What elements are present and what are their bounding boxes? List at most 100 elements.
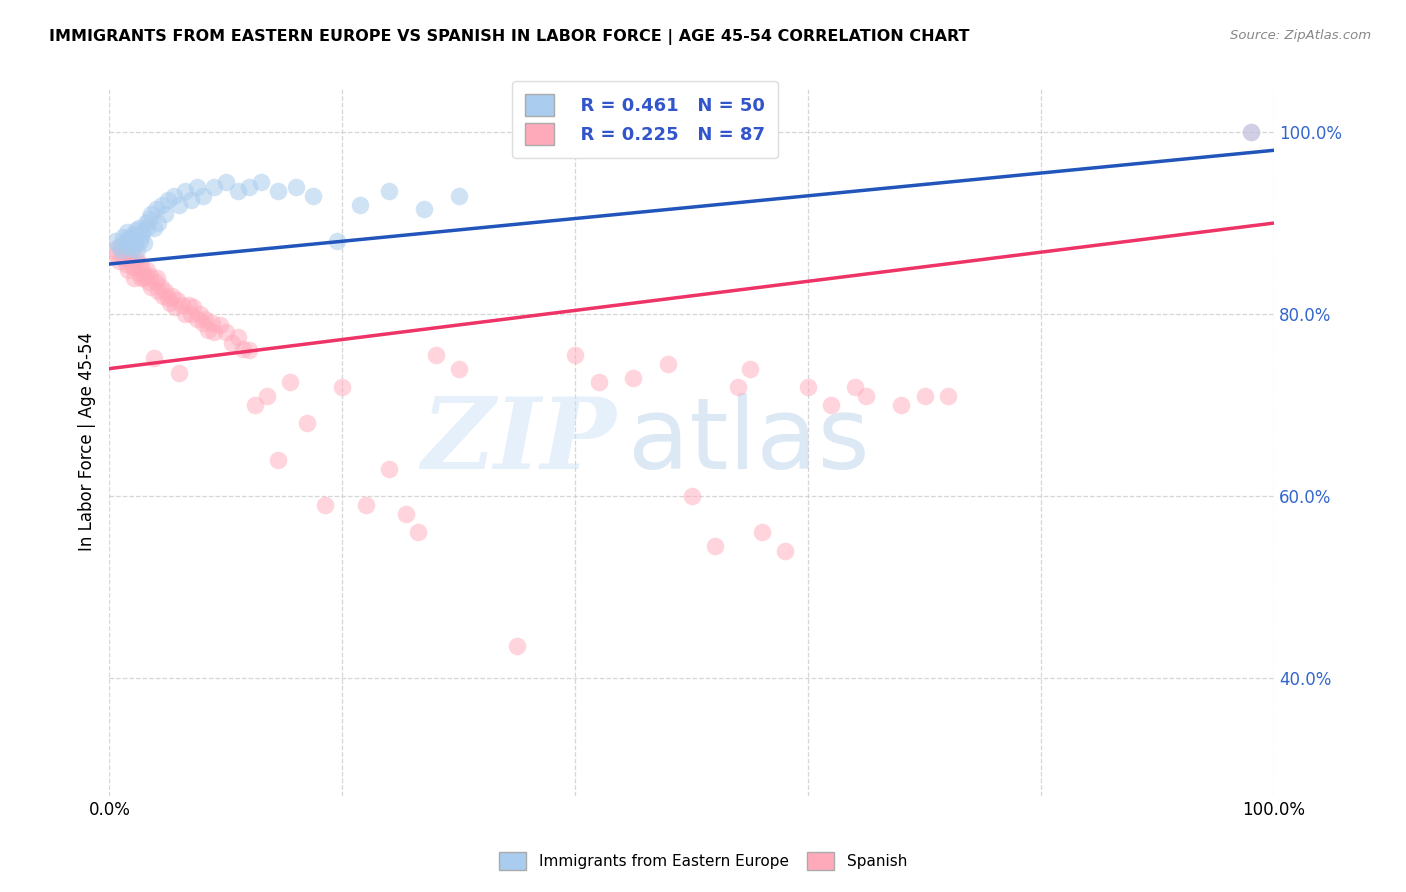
Point xyxy=(169,366,191,380)
Point xyxy=(844,380,866,394)
Point xyxy=(250,175,273,189)
Point xyxy=(166,293,188,308)
Point xyxy=(191,188,214,202)
Point xyxy=(110,244,132,258)
Point xyxy=(117,239,139,253)
Point xyxy=(354,498,377,512)
Point xyxy=(129,270,152,285)
Point xyxy=(238,179,260,194)
Point xyxy=(855,389,877,403)
Point xyxy=(221,336,243,351)
Point xyxy=(180,194,202,208)
Point xyxy=(115,225,138,239)
Point xyxy=(152,289,174,303)
Point xyxy=(738,361,761,376)
Point xyxy=(914,389,936,403)
Point xyxy=(127,244,149,258)
Point xyxy=(232,342,254,356)
Point xyxy=(122,227,145,241)
Point xyxy=(110,239,132,253)
Point xyxy=(284,179,307,194)
Point xyxy=(156,291,179,305)
Point xyxy=(155,207,177,221)
Point xyxy=(155,285,177,299)
Point xyxy=(349,198,371,212)
Point xyxy=(163,300,186,314)
Point xyxy=(267,184,290,198)
Point xyxy=(135,268,157,283)
Point xyxy=(149,279,172,293)
Text: Source: ZipAtlas.com: Source: ZipAtlas.com xyxy=(1230,29,1371,42)
Point xyxy=(148,216,170,230)
Point xyxy=(156,194,179,208)
Point xyxy=(104,234,127,248)
Point xyxy=(138,275,160,289)
Point xyxy=(134,236,156,251)
Point xyxy=(378,461,401,475)
Point xyxy=(131,225,153,239)
Point xyxy=(378,184,401,198)
Point xyxy=(150,198,173,212)
Point xyxy=(112,251,135,265)
Point xyxy=(107,254,129,268)
Point xyxy=(243,398,266,412)
Point xyxy=(215,175,238,189)
Point xyxy=(134,270,156,285)
Point xyxy=(162,289,184,303)
Point xyxy=(202,179,225,194)
Point xyxy=(797,380,820,394)
Point xyxy=(447,188,470,202)
Point xyxy=(124,254,146,268)
Point xyxy=(112,229,135,244)
Point xyxy=(139,268,162,283)
Point xyxy=(325,234,347,248)
Text: atlas: atlas xyxy=(627,392,869,490)
Point xyxy=(936,389,959,403)
Point xyxy=(215,325,238,339)
Point xyxy=(302,188,325,202)
Point xyxy=(121,260,143,274)
Y-axis label: In Labor Force | Age 45-54: In Labor Force | Age 45-54 xyxy=(79,332,96,551)
Point xyxy=(267,452,290,467)
Point xyxy=(727,380,749,394)
Point xyxy=(657,357,679,371)
Point xyxy=(124,238,146,252)
Point xyxy=(128,266,150,280)
Point xyxy=(135,263,157,277)
Point xyxy=(506,639,529,653)
Point xyxy=(115,244,138,258)
Point xyxy=(129,229,152,244)
Point xyxy=(159,296,181,310)
Point xyxy=(125,223,148,237)
Point xyxy=(314,498,336,512)
Point xyxy=(135,216,157,230)
Point xyxy=(128,234,150,248)
Point xyxy=(188,307,211,321)
Point xyxy=(121,232,143,246)
Point xyxy=(120,252,142,267)
Point xyxy=(1240,125,1263,139)
Point xyxy=(201,316,224,330)
Point xyxy=(122,270,145,285)
Point xyxy=(177,298,200,312)
Point xyxy=(146,270,169,285)
Point xyxy=(141,207,163,221)
Point xyxy=(174,184,197,198)
Point xyxy=(141,279,163,293)
Point xyxy=(142,220,165,235)
Point xyxy=(181,300,204,314)
Point xyxy=(103,244,125,258)
Point xyxy=(128,220,150,235)
Point xyxy=(186,311,208,326)
Point xyxy=(180,307,202,321)
Point xyxy=(170,298,193,312)
Point xyxy=(820,398,842,412)
Point xyxy=(406,525,429,540)
Point xyxy=(105,248,128,262)
Point xyxy=(395,507,418,521)
Point xyxy=(278,376,301,390)
Text: IMMIGRANTS FROM EASTERN EUROPE VS SPANISH IN LABOR FORCE | AGE 45-54 CORRELATION: IMMIGRANTS FROM EASTERN EUROPE VS SPANIS… xyxy=(49,29,970,45)
Point xyxy=(194,311,217,326)
Point xyxy=(447,361,470,376)
Point xyxy=(135,220,157,235)
